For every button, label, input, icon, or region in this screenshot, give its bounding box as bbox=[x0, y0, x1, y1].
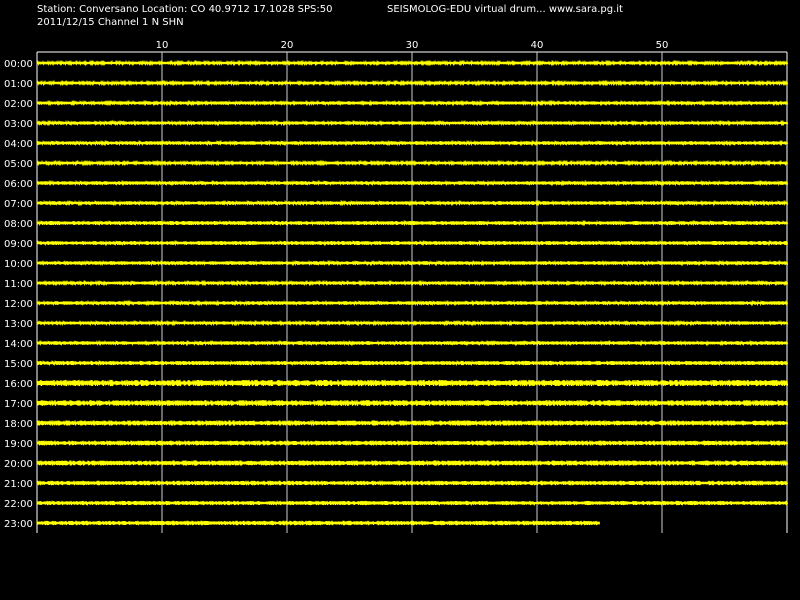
trace-2300 bbox=[36, 520, 601, 526]
trace-0700 bbox=[36, 199, 789, 207]
x-tick-label: 40 bbox=[531, 40, 544, 51]
row-label: 20:00 bbox=[4, 459, 33, 470]
row-label: 04:00 bbox=[4, 139, 33, 150]
x-tick-label: 10 bbox=[156, 40, 169, 51]
trace-1700 bbox=[36, 400, 789, 406]
row-label: 18:00 bbox=[4, 419, 33, 430]
trace-0000 bbox=[36, 59, 789, 67]
row-label: 13:00 bbox=[4, 319, 33, 330]
row-label: 12:00 bbox=[4, 299, 33, 310]
row-label: 15:00 bbox=[4, 359, 33, 370]
app-title: SEISMOLOG-EDU virtual drum... www.sara.p… bbox=[387, 4, 623, 15]
row-label: 11:00 bbox=[4, 279, 33, 290]
x-tick-label: 30 bbox=[406, 40, 419, 51]
trace-1100 bbox=[36, 279, 789, 287]
row-label: 17:00 bbox=[4, 399, 33, 410]
trace-1600 bbox=[36, 379, 789, 387]
row-label: 02:00 bbox=[4, 99, 33, 110]
row-label: 00:00 bbox=[4, 59, 33, 70]
trace-2000 bbox=[36, 460, 789, 466]
trace-0300 bbox=[36, 119, 789, 127]
trace-1200 bbox=[36, 299, 789, 307]
date-channel-info: 2011/12/15 Channel 1 N SHN bbox=[37, 17, 184, 28]
trace-1400 bbox=[36, 339, 789, 347]
row-label: 08:00 bbox=[4, 219, 33, 230]
x-tick-label: 20 bbox=[281, 40, 294, 51]
row-label: 06:00 bbox=[4, 179, 33, 190]
trace-1800 bbox=[36, 420, 789, 426]
grid-layer bbox=[36, 51, 788, 533]
row-label: 01:00 bbox=[4, 79, 33, 90]
trace-1300 bbox=[36, 319, 789, 327]
trace-2100 bbox=[36, 480, 789, 486]
row-label: 21:00 bbox=[4, 479, 33, 490]
trace-0200 bbox=[36, 99, 789, 107]
row-label: 05:00 bbox=[4, 159, 33, 170]
trace-0600 bbox=[36, 179, 789, 187]
trace-1500 bbox=[36, 359, 789, 367]
trace-0100 bbox=[36, 79, 789, 87]
trace-1900 bbox=[36, 440, 789, 446]
station-info: Station: Conversano Location: CO 40.9712… bbox=[37, 4, 333, 15]
tick-labels-layer: 10 20 30 40 50 bbox=[156, 40, 669, 51]
row-label: 07:00 bbox=[4, 199, 33, 210]
row-label: 03:00 bbox=[4, 119, 33, 130]
trace-0500 bbox=[36, 159, 789, 167]
trace-0800 bbox=[36, 219, 789, 227]
traces-layer bbox=[36, 59, 789, 526]
row-label: 09:00 bbox=[4, 239, 33, 250]
x-tick-label: 50 bbox=[656, 40, 669, 51]
row-labels-layer: 00:00 01:00 02:00 03:00 04:00 05:00 06:00 07:00… bbox=[4, 59, 33, 530]
row-label: 16:00 bbox=[4, 379, 33, 390]
trace-0400 bbox=[36, 139, 789, 147]
row-label: 22:00 bbox=[4, 499, 33, 510]
row-label: 14:00 bbox=[4, 339, 33, 350]
row-label: 19:00 bbox=[4, 439, 33, 450]
trace-2200 bbox=[36, 499, 789, 507]
row-label: 10:00 bbox=[4, 259, 33, 270]
trace-0900 bbox=[36, 239, 789, 247]
trace-1000 bbox=[36, 259, 789, 267]
row-label: 23:00 bbox=[4, 519, 33, 530]
